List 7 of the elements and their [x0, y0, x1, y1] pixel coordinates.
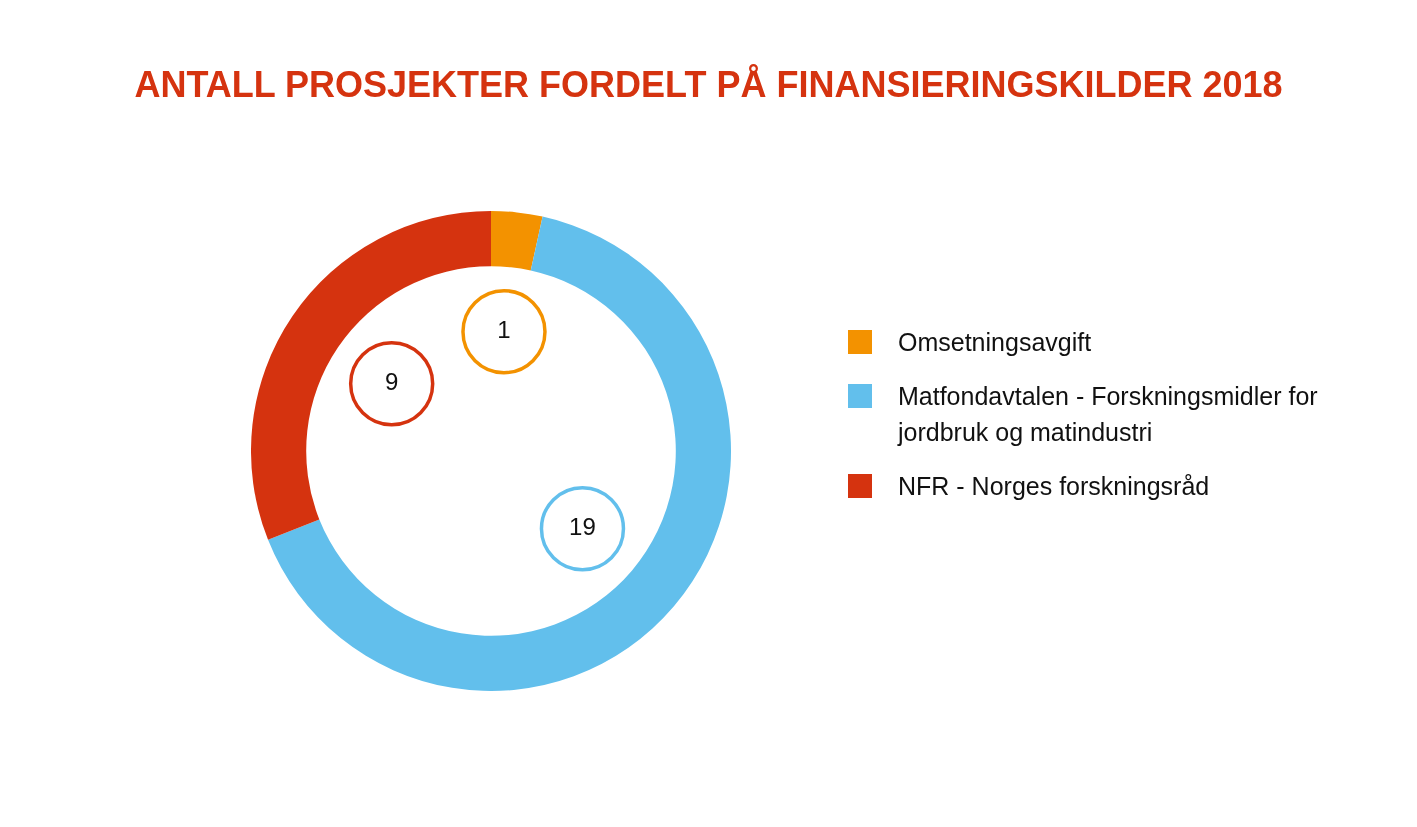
data-label: 9 [385, 368, 399, 396]
data-label: 19 [569, 513, 596, 541]
data-label: 1 [497, 316, 511, 344]
legend-label: Omsetningsavgift [898, 327, 1092, 358]
legend-label: Matfondavtalen - Forskningsmidler for jordbruk og matindustri [898, 381, 1319, 448]
legend-label: NFR - Norges forskningsråd [898, 471, 1210, 502]
chart-title: ANTALL PROSJEKTER FORDELT PÅ FINANSIERINGSKILDER 2018 [133, 64, 1284, 106]
